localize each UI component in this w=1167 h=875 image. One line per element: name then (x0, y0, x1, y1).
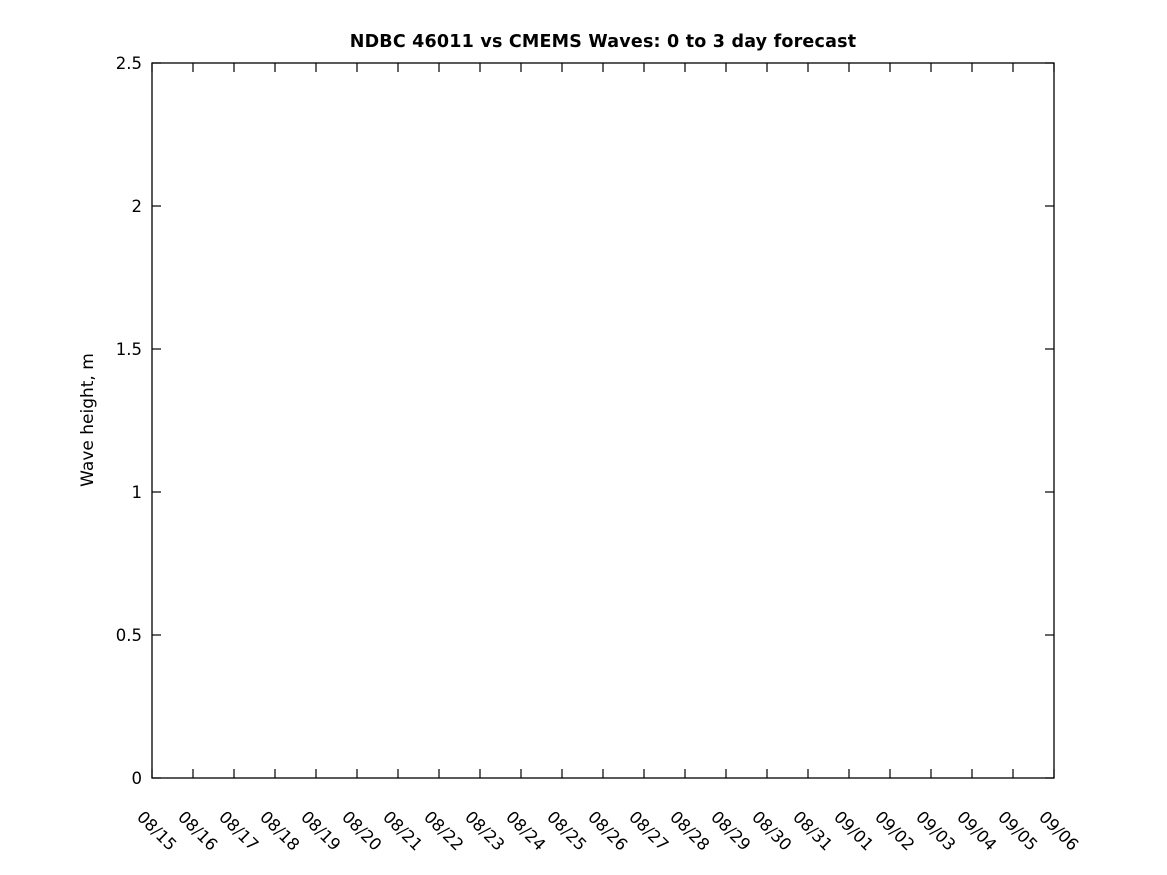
x-tick-label: 08/21 (379, 807, 426, 854)
x-tick-label: 08/27 (625, 807, 672, 854)
x-tick-label: 08/28 (666, 807, 713, 854)
x-tick-label: 08/22 (420, 807, 467, 854)
x-tick-label: 08/19 (297, 807, 344, 854)
y-tick-label: 0 (132, 769, 143, 788)
x-tick-label: 08/26 (584, 807, 631, 854)
x-tick-label: 08/15 (133, 807, 180, 854)
y-tick-label: 2 (132, 197, 143, 216)
x-tick-label: 09/03 (912, 807, 959, 854)
x-tick-label: 09/04 (953, 807, 1000, 854)
x-tick-label: 09/02 (871, 807, 918, 854)
chart-title: NDBC 46011 vs CMEMS Waves: 0 to 3 day fo… (349, 32, 857, 52)
x-tick-label: 08/16 (174, 807, 221, 854)
x-tick-label: 08/20 (338, 807, 385, 854)
y-tick-label: 1 (132, 483, 143, 502)
x-tick-label: 09/01 (830, 807, 877, 854)
x-tick-label: 08/31 (789, 807, 836, 854)
y-tick-label: 0.5 (116, 626, 142, 645)
x-tick-label: 09/06 (1035, 807, 1082, 854)
plot-box (151, 62, 1055, 779)
x-tick-label: 08/18 (256, 807, 303, 854)
y-tick-label: 1.5 (116, 340, 142, 359)
x-tick-label: 08/23 (461, 807, 508, 854)
x-tick-label: 08/17 (215, 807, 262, 854)
x-tick-label: 08/25 (543, 807, 590, 854)
x-tick-label: 08/29 (707, 807, 754, 854)
y-tick-label: 2.5 (116, 54, 142, 73)
x-tick-label: 08/30 (748, 807, 795, 854)
x-tick-label: 09/05 (994, 807, 1041, 854)
x-tick-label: 08/24 (502, 807, 549, 854)
